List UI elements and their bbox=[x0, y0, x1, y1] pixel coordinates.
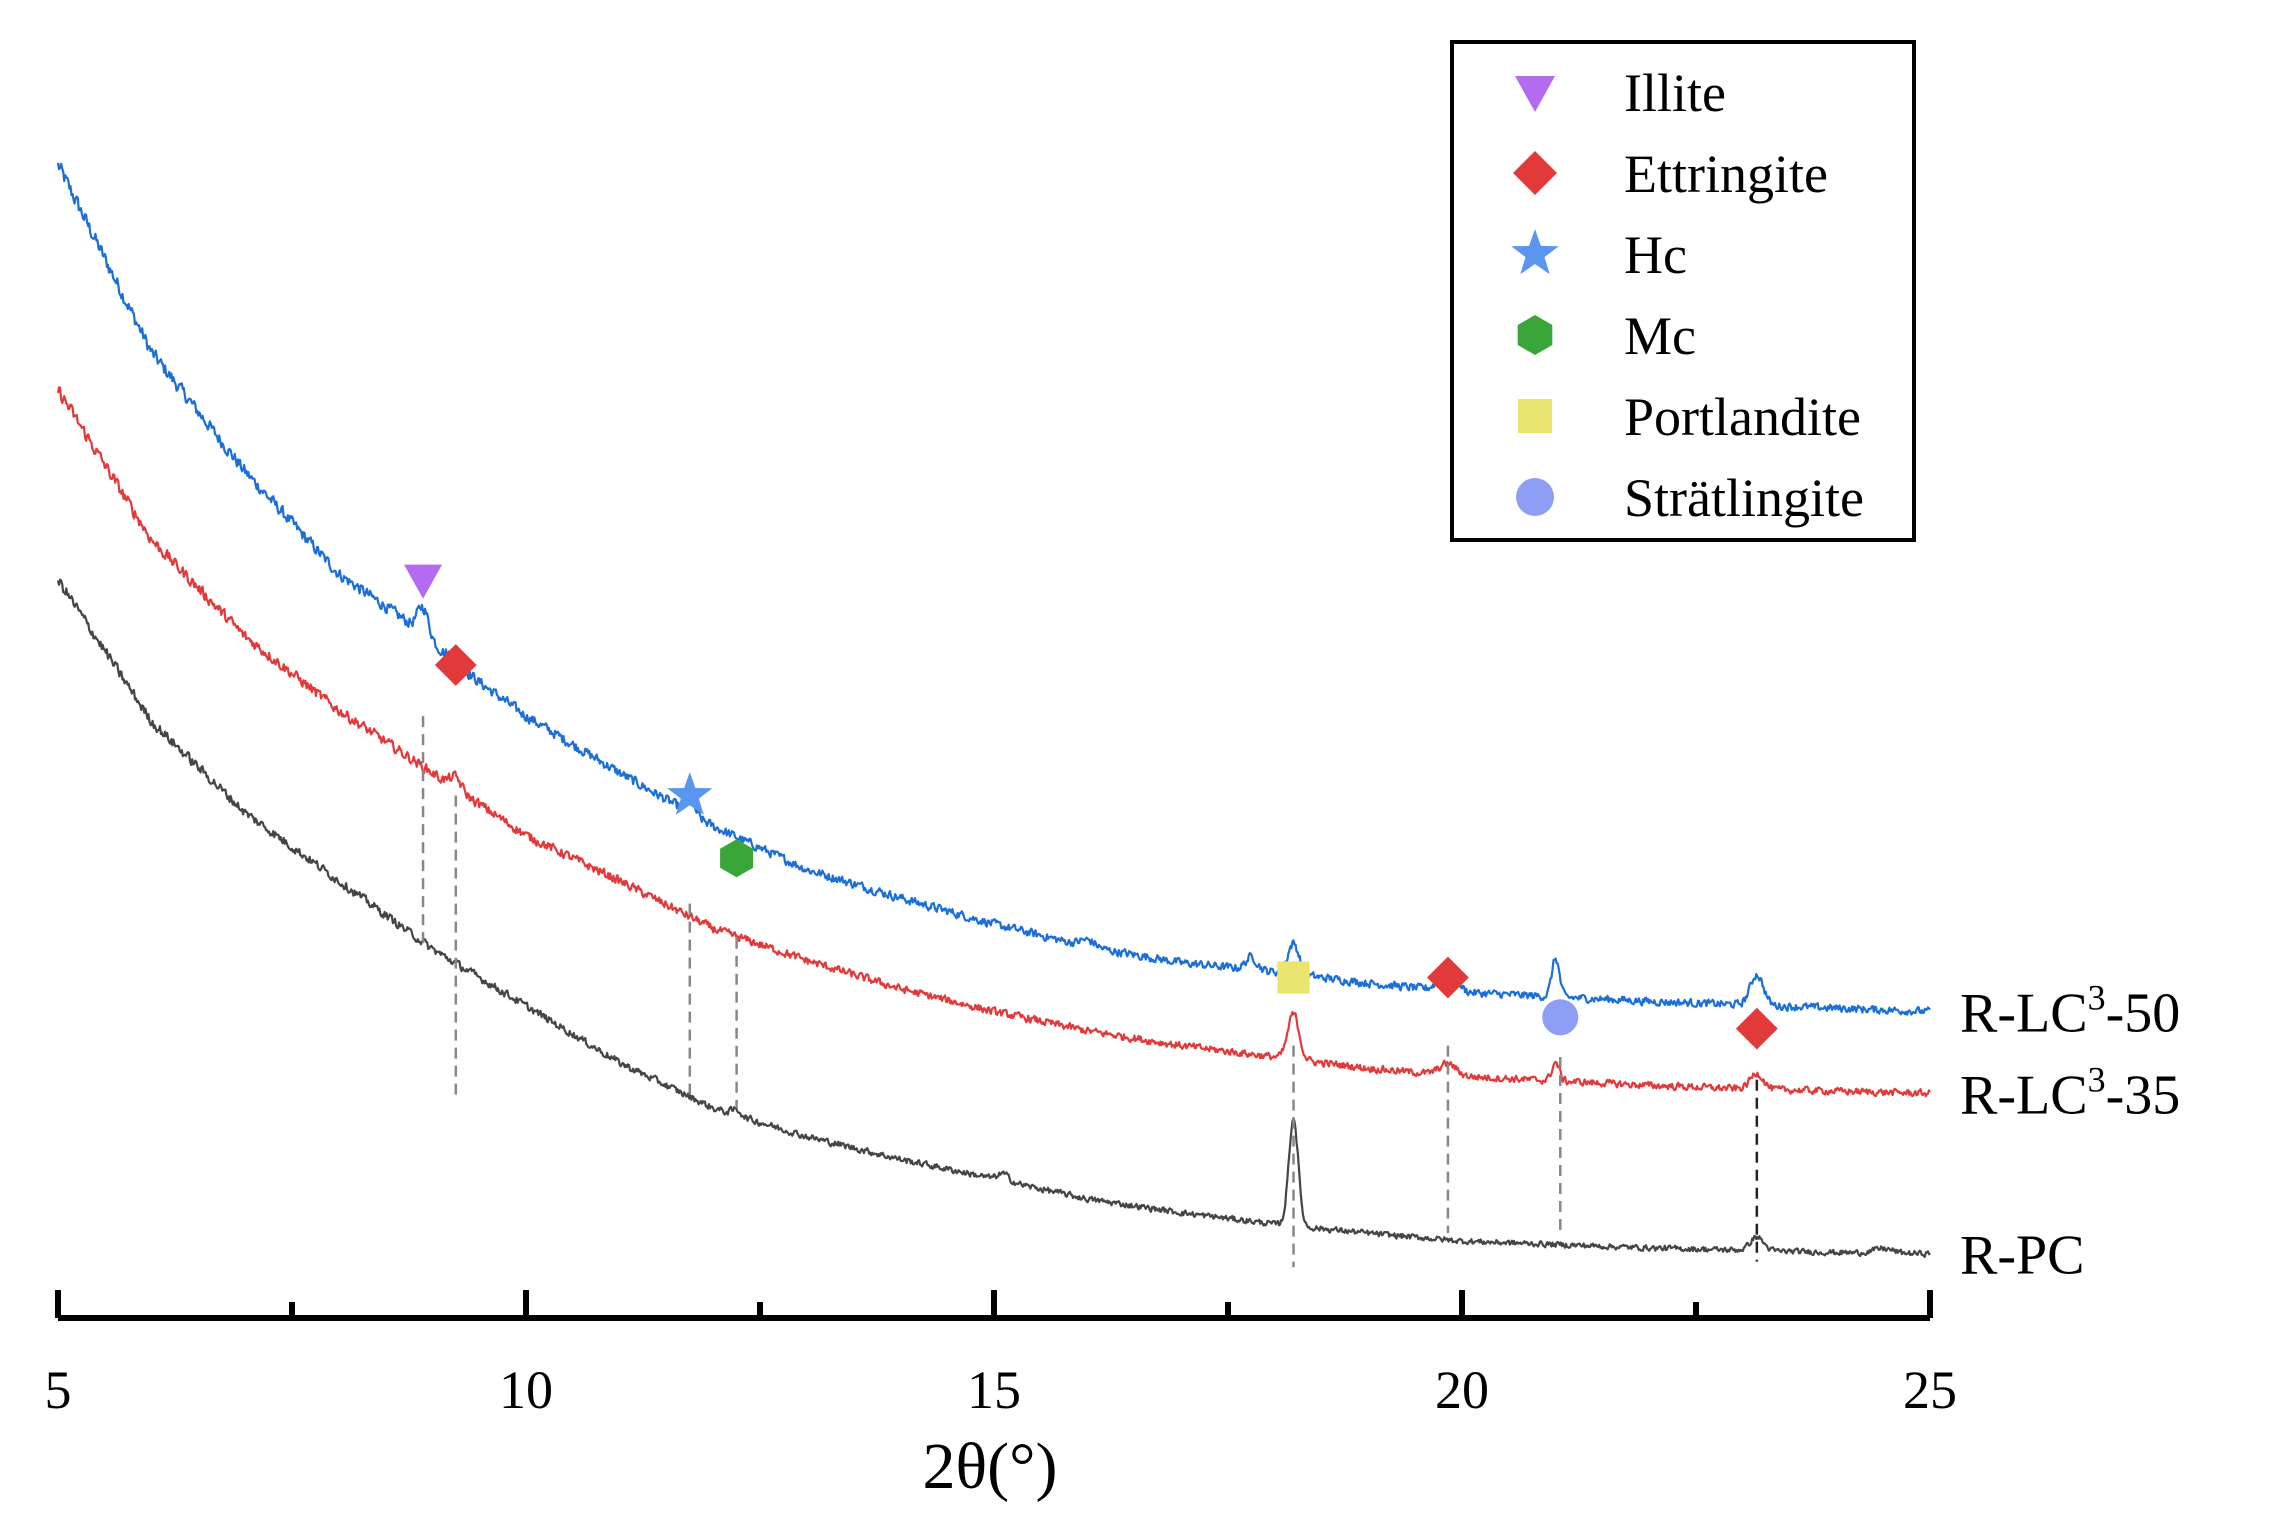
x-axis-title: 2θ(°) bbox=[923, 1430, 1058, 1503]
x-tick-label: 5 bbox=[45, 1360, 72, 1420]
series-line-1 bbox=[56, 386, 1931, 1098]
legend-label-portlandite: Portlandite bbox=[1624, 387, 1861, 447]
legend-label-stratlingite: Strätlingite bbox=[1624, 468, 1864, 528]
legend-box bbox=[1450, 40, 1916, 542]
legend-marker-ettringite bbox=[1513, 151, 1557, 195]
marker-mc-3 bbox=[720, 839, 754, 878]
marker-ettringite-5 bbox=[1427, 956, 1469, 999]
marker-ettringite-7 bbox=[1735, 1007, 1778, 1050]
series-labels: R-LC3-50 R-LC3-35 R-PC bbox=[1960, 978, 2180, 1287]
x-tick-label: 15 bbox=[967, 1360, 1021, 1420]
legend-label-illite: Illite bbox=[1624, 63, 1726, 123]
legend-label-hc: Hc bbox=[1624, 225, 1687, 285]
series-line-2 bbox=[56, 578, 1931, 1258]
traces bbox=[56, 162, 1931, 1258]
marker-hc-2 bbox=[667, 771, 713, 815]
legend-label-mc: Mc bbox=[1624, 306, 1696, 366]
legend-marker-hc bbox=[1511, 229, 1559, 275]
legend-marker-portlandite bbox=[1518, 399, 1552, 433]
x-axis: 5 10 15 20 25 bbox=[45, 1290, 1957, 1420]
legend-label-ettringite: Ettringite bbox=[1624, 144, 1828, 204]
reference-lines bbox=[421, 716, 1759, 1268]
x-tick-label: 25 bbox=[1903, 1360, 1957, 1420]
marker-portlandite-4 bbox=[1277, 961, 1310, 994]
x-tick-label: 10 bbox=[499, 1360, 553, 1420]
x-tick-label: 20 bbox=[1435, 1360, 1489, 1420]
series-line-0 bbox=[56, 162, 1931, 1016]
marker-illite-0 bbox=[404, 564, 443, 599]
series-label-2: R-PC bbox=[1960, 1225, 2085, 1287]
legend-marker-mc bbox=[1517, 315, 1553, 355]
legend: Illite Ettringite Hc Mc Portlandite Strätling… bbox=[1450, 40, 1916, 542]
series-label-0: R-LC3-50 bbox=[1960, 978, 2180, 1045]
legend-marker-illite bbox=[1515, 76, 1555, 112]
legend-marker-stratlingite bbox=[1516, 478, 1554, 516]
series-label-1: R-LC3-35 bbox=[1960, 1059, 2180, 1126]
marker-stratlingite-6 bbox=[1542, 999, 1579, 1036]
marker-ettringite-1 bbox=[434, 644, 477, 686]
phase-markers bbox=[404, 564, 1778, 1050]
